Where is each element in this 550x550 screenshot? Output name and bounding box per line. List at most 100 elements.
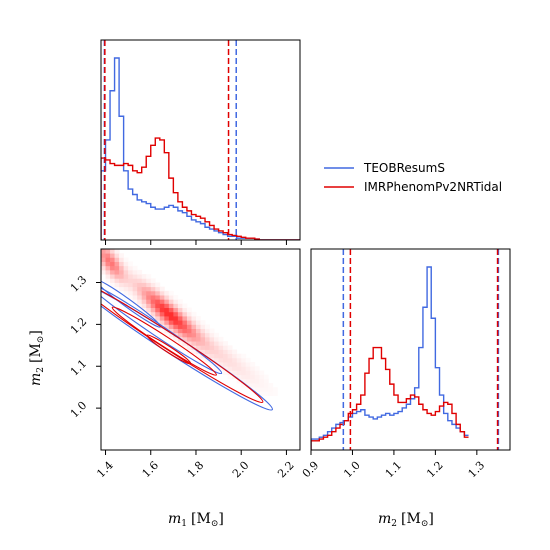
- joint-density-cell: [105, 274, 111, 279]
- joint-density-cell: [214, 366, 219, 371]
- joint-density-cell: [128, 295, 134, 300]
- joint-density-cell: [150, 320, 156, 325]
- joint-density-cell: [268, 383, 274, 388]
- joint-x-tick-label: 2.2: [275, 459, 297, 481]
- joint-density-cell: [177, 324, 183, 329]
- joint-density-cell: [195, 353, 201, 359]
- joint-density-cell: [223, 357, 229, 363]
- joint-density-cell: [200, 349, 206, 355]
- joint-density-cell: [105, 249, 111, 254]
- joint-density-cell: [236, 366, 242, 371]
- joint-density-cell: [114, 274, 120, 279]
- joint-density-cell: [241, 353, 247, 359]
- joint-density-cell: [191, 328, 197, 334]
- joint-density-cell: [128, 290, 134, 296]
- joint-density-cell: [119, 282, 125, 288]
- joint-density-cell: [128, 265, 134, 271]
- joint-density-cell: [209, 353, 215, 359]
- joint-density-cell: [245, 370, 251, 376]
- joint-density-cell: [182, 341, 188, 346]
- joint-density-cell: [164, 320, 170, 325]
- joint-density-cell: [101, 249, 106, 254]
- joint-density-cell: [214, 357, 219, 363]
- joint-density-cell: [146, 299, 152, 304]
- joint-density-cell: [186, 345, 192, 350]
- joint-density-cell: [191, 341, 197, 346]
- joint-density-cell: [168, 320, 174, 325]
- joint-density-cell: [200, 341, 206, 346]
- joint-density-cell: [236, 353, 242, 359]
- joint-density-cell: [150, 307, 156, 313]
- joint-density-cell: [173, 303, 179, 309]
- joint-density-cell: [209, 328, 215, 334]
- joint-density-cell: [232, 349, 238, 355]
- joint-density-cell: [218, 345, 224, 350]
- joint-density-cell: [168, 303, 174, 309]
- joint-density-cell: [159, 316, 165, 321]
- joint-density-cell: [177, 303, 183, 309]
- joint-density-cell: [223, 345, 229, 350]
- joint-density-cell: [236, 374, 242, 380]
- joint-density-cell: [254, 366, 260, 371]
- joint-density-cell: [205, 328, 210, 334]
- joint-density-cell: [227, 374, 233, 380]
- joint-density-cell: [259, 374, 265, 380]
- legend-label-imr: IMRPhenomPv2NRTidal: [364, 180, 502, 194]
- joint-density-cell: [132, 269, 138, 275]
- joint-density-cell: [218, 349, 224, 355]
- joint-density-cell: [173, 295, 179, 300]
- joint-density-cell: [182, 307, 188, 313]
- joint-density-cell: [214, 341, 219, 346]
- joint-density-cell: [232, 362, 238, 367]
- joint-density-cell: [168, 295, 174, 300]
- joint-density-cell: [132, 290, 138, 296]
- joint-density-cell: [173, 299, 179, 304]
- joint-density-cell: [119, 286, 125, 292]
- joint-density-cell: [123, 286, 129, 292]
- joint-density-cell: [155, 311, 161, 317]
- joint-density-cell: [146, 307, 152, 313]
- joint-density-cell: [259, 378, 265, 384]
- joint-density-cell: [263, 383, 269, 388]
- joint-density-cell: [137, 290, 143, 296]
- joint-density-cell: [254, 383, 260, 388]
- joint-density-cell: [159, 286, 165, 292]
- joint-density-cell: [263, 374, 269, 380]
- joint-frame: [100, 248, 301, 451]
- joint-density-cell: [186, 328, 192, 334]
- joint-density-cell: [182, 332, 188, 338]
- joint-density-cell: [205, 332, 210, 338]
- teob-contour-inner: [101, 279, 162, 328]
- joint-density-cell: [123, 290, 129, 296]
- joint-density-cell: [191, 316, 197, 321]
- joint-density-cell: [164, 307, 170, 313]
- joint-density-cell: [101, 257, 106, 262]
- joint-density-cell: [200, 357, 206, 363]
- joint-density-cell: [186, 307, 192, 313]
- imr-contour-inner: [146, 334, 192, 365]
- joint-density-cell: [101, 261, 106, 267]
- joint-density-cell: [141, 295, 147, 300]
- joint-density-cell: [186, 341, 192, 346]
- joint-density-cell: [123, 261, 129, 267]
- joint-density-cell: [177, 332, 183, 338]
- joint-density-cell: [101, 269, 106, 275]
- joint-density-cell: [150, 282, 156, 288]
- joint-density-cell: [259, 387, 265, 392]
- joint-density-cell: [245, 357, 251, 363]
- joint-density-cell: [182, 345, 188, 350]
- joint-density-cell: [155, 290, 161, 296]
- joint-density-cell: [150, 303, 156, 309]
- joint-density-cell: [218, 366, 224, 371]
- joint-density-cell: [236, 370, 242, 376]
- joint-density-cell: [223, 370, 229, 376]
- joint-density-cell: [168, 316, 174, 321]
- joint-density-cell: [110, 249, 115, 254]
- joint-density-cell: [227, 362, 233, 367]
- joint-density-cell: [168, 332, 174, 338]
- joint-density-cell: [155, 299, 161, 304]
- joint-density-cell: [123, 265, 129, 271]
- joint-density-cell: [137, 269, 143, 275]
- joint-density-cell: [195, 324, 201, 329]
- joint-density-cell: [150, 299, 156, 304]
